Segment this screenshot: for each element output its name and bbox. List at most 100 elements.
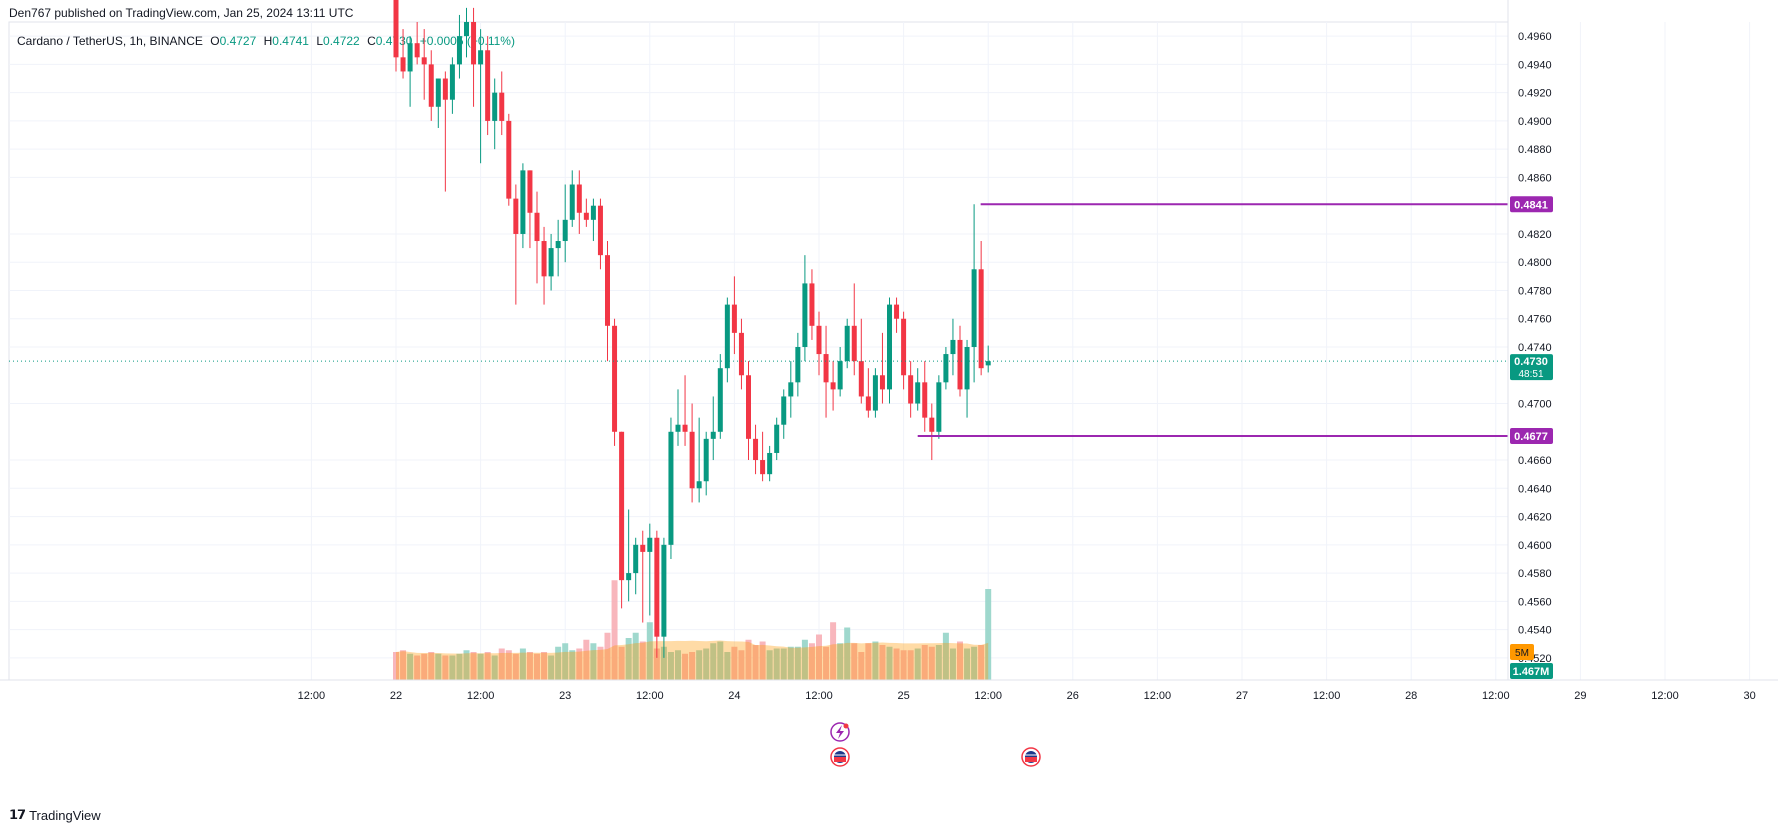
volume-bar xyxy=(400,650,407,680)
symbol-legend: Cardano / TetherUS, 1h, BINANCE O0.4727 … xyxy=(17,34,515,48)
candle-body xyxy=(936,382,942,432)
tradingview-logo-icon: 𝟭𝟳 xyxy=(9,807,26,822)
time-tick-label: 22 xyxy=(390,690,402,702)
volume-bar xyxy=(717,641,724,680)
time-tick-label: 12:00 xyxy=(1482,690,1510,702)
price-axis[interactable]: 0.4960 0.4940 0.4920 0.4900 0.4880 0.4860 0.48… xyxy=(1507,0,1553,680)
price-tick-label: 0.4540 xyxy=(1518,625,1552,637)
candle-body xyxy=(675,424,681,432)
event-markers[interactable] xyxy=(830,722,1041,767)
candle-body xyxy=(908,375,914,404)
price-tick-label: 0.4580 xyxy=(1518,568,1552,580)
candle-body xyxy=(414,43,420,58)
candle-body xyxy=(696,481,702,489)
level-label: 0.4677 xyxy=(1514,431,1548,443)
candle-body xyxy=(435,78,441,107)
time-tick-label: 28 xyxy=(1405,690,1417,702)
volume-last-badge xyxy=(1510,663,1553,679)
candle-body xyxy=(661,544,667,637)
volume-bar xyxy=(590,643,597,680)
volume-bar xyxy=(886,646,893,680)
price-tick-label: 0.4700 xyxy=(1518,399,1552,411)
price-tick-label: 0.4880 xyxy=(1518,144,1552,156)
countdown-label: 48:51 xyxy=(1518,369,1543,380)
volume-bar xyxy=(731,646,738,680)
time-axis[interactable]: 12:00 22 12:00 23 12:00 24 12:00 25 12:00 26 12:00… xyxy=(0,679,1778,702)
time-tick-label: 27 xyxy=(1236,690,1248,702)
price-tick-label: 0.4940 xyxy=(1518,59,1552,71)
candle-body xyxy=(915,382,921,404)
volume-bar xyxy=(555,646,562,680)
time-tick-label: 12:00 xyxy=(636,690,664,702)
candle-body xyxy=(513,198,519,234)
volume-bar xyxy=(463,650,470,680)
candle-body xyxy=(964,347,970,390)
candle-body xyxy=(626,573,632,581)
price-tick-label: 0.4900 xyxy=(1518,116,1552,128)
candle-body xyxy=(753,438,759,461)
level-label: 0.4841 xyxy=(1514,199,1548,211)
volume-bar xyxy=(660,646,667,680)
volume-bars xyxy=(393,580,992,680)
candle-body xyxy=(442,78,448,100)
volume-bar xyxy=(752,645,759,680)
volume-bar xyxy=(759,641,766,680)
volume-bar xyxy=(879,645,886,680)
brand-name: TradingView xyxy=(29,807,101,823)
volume-bar xyxy=(816,634,822,680)
candle-body xyxy=(520,170,526,234)
candle-body xyxy=(901,318,907,376)
price-tick-label: 0.4780 xyxy=(1518,285,1552,297)
volume-bar xyxy=(851,643,858,680)
time-tick-label: 12:00 xyxy=(1313,690,1341,702)
lightning-icon xyxy=(830,722,850,742)
candle-body xyxy=(830,382,836,390)
high-label: H xyxy=(263,34,273,48)
volume-bar xyxy=(541,652,548,680)
candle-body xyxy=(548,248,554,277)
candle-body xyxy=(506,120,512,199)
candle-body xyxy=(619,431,625,581)
volume-bar xyxy=(689,652,696,680)
volume-bar xyxy=(682,653,689,680)
candle-body xyxy=(527,170,533,213)
candle-body xyxy=(710,431,716,439)
volume-bar xyxy=(823,646,830,680)
candle-body xyxy=(774,424,780,453)
close-label: C xyxy=(367,34,376,48)
candle-body xyxy=(894,304,900,319)
candle-body xyxy=(640,544,646,552)
volume-bar xyxy=(808,643,815,680)
candle-body xyxy=(605,255,610,326)
last-price-label: 0.4730 xyxy=(1514,356,1548,368)
candle-body xyxy=(717,368,723,432)
candle-body xyxy=(703,438,709,482)
candle-body xyxy=(809,283,815,326)
volume-bar xyxy=(597,646,604,680)
volume-bar xyxy=(484,652,491,680)
volume-bar xyxy=(794,646,801,680)
volume-bar xyxy=(865,643,872,680)
last-price-badge xyxy=(1510,354,1553,381)
volume-bar xyxy=(745,639,752,680)
volume-bar xyxy=(632,632,639,680)
candle-body xyxy=(569,184,575,220)
price-tick-label: 0.4740 xyxy=(1518,342,1552,354)
volume-bar xyxy=(858,652,865,680)
price-tick-label: 0.4800 xyxy=(1518,257,1552,269)
volume-bar xyxy=(949,648,956,680)
price-tick-label: 0.4960 xyxy=(1518,31,1552,43)
volume-bar xyxy=(512,653,519,680)
price-tick-label: 0.4820 xyxy=(1518,229,1552,241)
time-tick-label: 12:00 xyxy=(1144,690,1172,702)
volume-bar xyxy=(442,655,449,680)
candle-body xyxy=(844,325,850,362)
volume-bar xyxy=(548,655,555,680)
level-badge xyxy=(1510,428,1553,445)
candle-body xyxy=(576,184,582,213)
time-tick-label: 12:00 xyxy=(974,690,1002,702)
candle-body xyxy=(851,325,857,362)
candle-body xyxy=(738,332,744,376)
